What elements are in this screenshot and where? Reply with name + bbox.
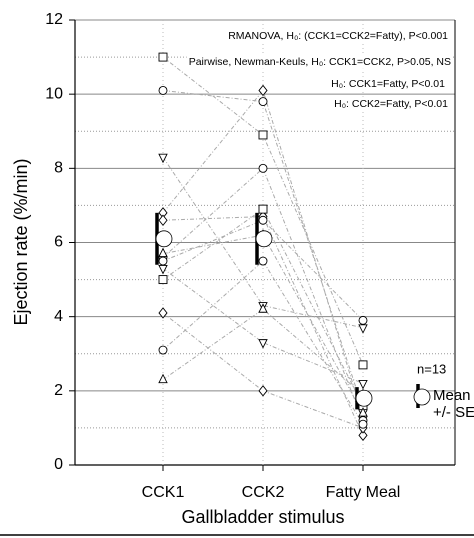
mean-marker xyxy=(155,230,173,248)
marker xyxy=(258,204,268,214)
marker xyxy=(258,339,268,349)
marker xyxy=(258,256,268,266)
legend-label: +/- SE xyxy=(433,404,474,421)
marker xyxy=(158,265,168,275)
annotation: H₀: CCK1=Fatty, P<0.01 xyxy=(331,78,445,90)
marker xyxy=(158,307,168,319)
annotation-bg xyxy=(329,76,448,91)
legend-mean-marker xyxy=(413,388,431,406)
annotation: Pairwise, Newman-Keuls, H₀: CCK1=CCK2, P… xyxy=(189,56,451,68)
marker xyxy=(358,407,368,417)
x-tick-label: CCK1 xyxy=(142,484,185,501)
marker xyxy=(358,315,368,325)
y-tick-label: 12 xyxy=(45,11,63,28)
subject-line xyxy=(162,268,364,384)
y-tick-label: 4 xyxy=(54,308,63,325)
marker xyxy=(358,360,368,370)
marker xyxy=(158,247,168,258)
y-axis-title: Ejection rate (%/min) xyxy=(11,158,31,325)
marker xyxy=(158,373,168,384)
marker xyxy=(258,385,268,397)
marker xyxy=(258,130,268,140)
marker xyxy=(258,303,268,313)
subject-line xyxy=(162,260,364,425)
marker xyxy=(158,256,168,266)
subject-line xyxy=(162,308,364,395)
marker xyxy=(158,52,168,62)
marker xyxy=(158,345,168,355)
marker xyxy=(258,97,268,107)
marker xyxy=(358,429,368,442)
marker xyxy=(158,86,168,95)
marker xyxy=(158,153,168,164)
annotation-bg xyxy=(186,54,453,69)
y-tick-label: 8 xyxy=(54,160,63,177)
marker xyxy=(158,214,168,226)
annotation-bg xyxy=(332,96,451,111)
subject-line xyxy=(162,216,364,436)
mean-marker xyxy=(355,389,373,407)
marker xyxy=(358,324,368,334)
marker xyxy=(258,84,268,97)
subject-line xyxy=(162,312,364,429)
x-tick-label: CCK2 xyxy=(242,484,285,501)
marker xyxy=(258,215,268,225)
y-tick-label: 2 xyxy=(54,382,63,399)
annotation-bg xyxy=(226,28,451,43)
legend-label: Mean xyxy=(433,387,471,404)
y-tick-label: 6 xyxy=(54,234,63,251)
x-tick-label: Fatty Meal xyxy=(326,484,401,501)
y-tick-label: 10 xyxy=(45,85,63,102)
marker xyxy=(158,275,168,285)
marker xyxy=(358,419,368,429)
annotation: RMANOVA, H₀: (CCK1=CCK2=Fatty), P<0.001 xyxy=(228,30,448,42)
mean-marker xyxy=(255,230,273,248)
x-axis-title: Gallbladder stimulus xyxy=(181,507,344,527)
marker xyxy=(358,379,368,390)
marker xyxy=(258,163,268,173)
n-label: n=13 xyxy=(417,361,446,376)
y-tick-label: 0 xyxy=(54,456,63,473)
annotation: H₀: CCK2=Fatty, P<0.01 xyxy=(334,98,448,110)
